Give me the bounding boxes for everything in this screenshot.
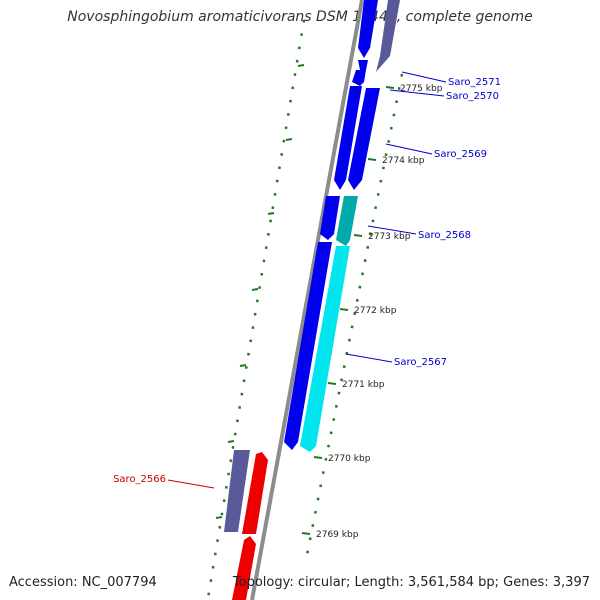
genome-summary: Topology: circular; Length: 3,561,584 bp…	[232, 575, 590, 590]
tick-label: 2771 kbp	[342, 380, 385, 390]
guide-major-dash	[297, 64, 305, 67]
gene-callout-line	[345, 353, 393, 363]
tick-label: 2773 kbp	[368, 232, 411, 242]
gene-labels: Saro_2571 Saro_2570 Saro_2569 Saro_2568 Saro…	[113, 71, 501, 489]
guide-dotted-line	[304, 73, 404, 561]
guide-dotted-line	[206, 19, 306, 599]
gene-label[interactable]: Saro_2571	[448, 77, 501, 88]
gene-callout-line	[401, 71, 447, 83]
gene-feature-saro-2568a[interactable]	[320, 196, 340, 240]
gene-feature-small-b[interactable]	[352, 70, 366, 86]
guide-major-dash	[285, 138, 293, 141]
gene-feature-bottom-red[interactable]	[232, 536, 256, 600]
gene-feature-saro-2566[interactable]	[242, 452, 268, 534]
gene-label[interactable]: Saro_2566	[113, 474, 166, 485]
guide-lines	[206, 19, 404, 599]
gene-callout-line	[389, 89, 445, 97]
gene-feature-top-slate[interactable]	[376, 0, 400, 72]
gene-label[interactable]: Saro_2567	[394, 357, 447, 368]
reverse-strand-genes	[224, 450, 268, 600]
tick-marks: 2775 kbp 2774 kbp 2773 kbp 2772 kbp 2771 kbp…	[301, 84, 443, 540]
gene-feature-saro-2566-alt[interactable]	[224, 450, 250, 532]
gene-callout-line	[367, 225, 417, 235]
forward-strand-genes	[284, 0, 400, 452]
gene-feature-saro-2570[interactable]	[334, 86, 362, 190]
tick-mark	[353, 234, 363, 237]
guide-major-dash	[227, 440, 235, 443]
tick-label: 2770 kbp	[328, 454, 371, 464]
gene-feature-saro-2567[interactable]	[300, 246, 350, 452]
guide-major-dash	[251, 288, 259, 291]
gene-feature-saro-2569[interactable]	[348, 88, 380, 190]
accession-text: Accession: NC_007794	[9, 575, 157, 590]
guide-major-dash	[215, 516, 223, 519]
gene-callout-line	[385, 143, 433, 155]
gene-feature-small-a[interactable]	[358, 60, 368, 70]
gene-feature-top-blue[interactable]	[358, 0, 378, 58]
tick-label: 2775 kbp	[400, 84, 443, 94]
tick-mark	[385, 86, 395, 89]
gene-label[interactable]: Saro_2569	[434, 149, 487, 160]
gene-label[interactable]: Saro_2568	[418, 230, 471, 241]
genome-backbone	[250, 0, 364, 600]
tick-label: 2772 kbp	[354, 306, 397, 316]
tick-mark	[339, 308, 349, 311]
tick-mark	[313, 456, 323, 459]
tick-mark	[327, 382, 337, 385]
gene-label[interactable]: Saro_2570	[446, 91, 499, 102]
tick-label: 2769 kbp	[316, 530, 359, 540]
tick-mark	[367, 158, 377, 161]
gene-feature-saro-2567a[interactable]	[284, 242, 332, 450]
gene-feature-saro-2568[interactable]	[336, 196, 358, 246]
gene-callout-line	[167, 479, 215, 489]
guide-major-dash	[267, 212, 275, 215]
map-title: Novosphingobium aromaticivorans DSM 1244…	[67, 9, 533, 25]
guide-major-dash	[239, 364, 247, 367]
tick-label: 2774 kbp	[382, 156, 425, 166]
tick-mark	[301, 532, 311, 535]
